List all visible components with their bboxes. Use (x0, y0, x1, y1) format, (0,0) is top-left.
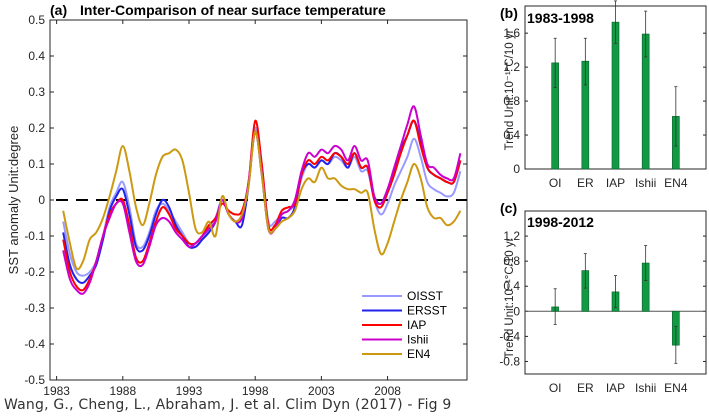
panel-a-y-ticks: 0.5 0.4 0.3 0.2 0.1 0 -0.1 -0.2 -0.3 -0.4 -0.5 (24, 13, 467, 387)
y-tick-label: -0.8 (499, 354, 520, 368)
y-tick-label: 0.4 (28, 49, 45, 63)
x-tick-label: 1998 (242, 384, 269, 398)
y-tick-label: 0.1 (28, 157, 45, 171)
y-tick-label: 0 (513, 162, 520, 176)
category-label-oi: OI (549, 176, 562, 190)
legend-label-en4: EN4 (407, 347, 431, 361)
category-label-en4: EN4 (664, 176, 688, 190)
panel-a-series (62, 105, 462, 295)
x-tick-label: 2003 (308, 384, 335, 398)
panel-c-label: (c) (500, 200, 517, 216)
x-tick-label: 1983 (43, 384, 70, 398)
legend-label-ishii: Ishii (407, 333, 428, 347)
panel-b-label: (b) (500, 5, 518, 21)
y-tick-label: 0 (38, 193, 45, 207)
y-tick-label: 0.4 (503, 128, 520, 142)
panel-c-plot: -0.8 -0.4 0 0.4 0.8 1.2 OI ER IAP Ishii EN4 (499, 210, 707, 395)
y-tick-label: 0.8 (503, 254, 520, 268)
category-label-iap: IAP (606, 381, 625, 395)
category-label-er: ER (577, 381, 594, 395)
y-tick-label: -0.1 (24, 229, 45, 243)
y-tick-label: 0.4 (503, 279, 520, 293)
x-tick-label: 1993 (176, 384, 203, 398)
legend-label-iap: IAP (407, 318, 426, 332)
category-label-er: ER (577, 176, 594, 190)
y-tick-label: -0.2 (24, 265, 45, 279)
y-tick-label: 1.2 (503, 60, 520, 74)
category-label-ishii: Ishii (635, 381, 656, 395)
y-tick-label: 0.5 (28, 13, 45, 27)
y-tick-label: 0.2 (28, 121, 45, 135)
y-tick-label: -0.4 (499, 329, 520, 343)
y-tick-label: -0.5 (24, 373, 45, 387)
category-label-ishii: Ishii (635, 176, 656, 190)
bar-panel-frame (524, 210, 707, 375)
legend-label-oisst: OISST (407, 289, 444, 303)
category-label-en4: EN4 (664, 381, 688, 395)
panel-b-bar-chart: (b) 1983-1998 Trend Unit:10⁻¹°C/10 yr 00… (500, 0, 707, 190)
panel-c-bar-chart: (c) 1998-2012 Trend Unit:10⁻¹°C/10 yr -0… (499, 200, 707, 395)
panel-a-title: Inter-Comparison of near surface tempera… (80, 2, 386, 18)
panel-a-label: (a) (50, 2, 67, 18)
panel-b-period-title: 1983-1998 (527, 10, 594, 26)
panel-a-y-axis-label: SST anomaly Unit:degree (6, 126, 21, 275)
series-line-en4 (62, 130, 462, 271)
y-tick-label: -0.4 (24, 337, 45, 351)
panel-b-plot: 0 0.4 0.8 1.2 1.6 OI ER IAP Ishii EN4 (503, 0, 707, 190)
panel-a-x-ticks: 1983 1988 1993 1998 2003 2008 (43, 20, 401, 398)
y-tick-label: -0.3 (24, 301, 45, 315)
panel-a-line-chart: (a) Inter-Comparison of near surface tem… (6, 2, 468, 398)
y-tick-label: 1.6 (503, 26, 520, 40)
y-tick-label: 0.8 (503, 94, 520, 108)
y-tick-label: 0 (513, 304, 520, 318)
x-tick-label: 1988 (109, 384, 136, 398)
y-tick-label: 1.2 (503, 229, 520, 243)
panel-b-y-axis-label: Trend Unit:10⁻¹°C/10 yr (504, 29, 516, 150)
bar-iap (611, 21, 620, 170)
legend-label-ersst: ERSST (407, 304, 448, 318)
y-tick-label: 0.3 (28, 85, 45, 99)
x-tick-label: 2008 (374, 384, 401, 398)
category-label-oi: OI (549, 381, 562, 395)
figure-caption: Wang, G., Cheng, L., Abraham, J. et al. … (4, 397, 452, 413)
category-label-iap: IAP (606, 176, 625, 190)
panel-c-y-axis-label: Trend Unit:10⁻¹°C/10 yr (504, 237, 516, 358)
panel-c-period-title: 1998-2012 (527, 214, 594, 230)
